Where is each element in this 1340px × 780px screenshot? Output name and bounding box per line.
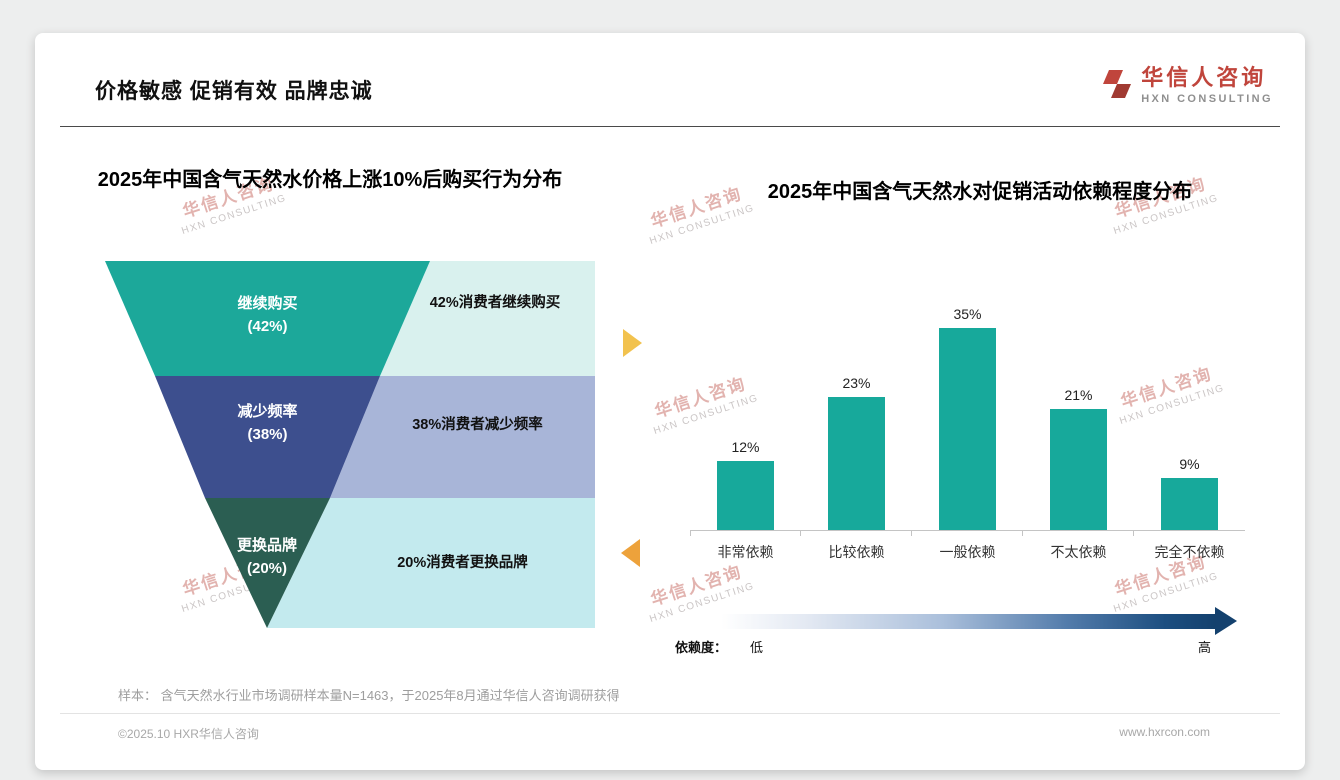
bar: [828, 397, 885, 530]
dependency-low-label: 低: [750, 640, 764, 655]
funnel-panel-2: [330, 376, 595, 498]
bar-category-label: 比较依赖: [801, 531, 912, 562]
bar-category-label: 完全不依赖: [1154, 544, 1225, 560]
dependency-gradient-arrow: [721, 607, 1237, 635]
bar-category-label: 非常依赖: [690, 531, 801, 562]
dependency-high-label: 高: [1198, 640, 1212, 655]
funnel-segment-1-label: 继续购买 (42%): [165, 293, 370, 338]
bar-value-label: 23%: [842, 375, 871, 391]
funnel-segment-3-label: 更换品牌 (20%): [167, 535, 367, 580]
funnel-label-text: 更换品牌: [236, 537, 297, 554]
company-logo: 华信人咨询 HXN CONSULTING: [1102, 67, 1273, 105]
bar-category-label: 不太依赖: [1023, 531, 1134, 562]
funnel-panel-1: [380, 261, 595, 376]
bar: [717, 461, 774, 530]
bar-chart-title: 2025年中国含气天然水对促销活动依赖程度分布: [767, 181, 1193, 203]
bar-value-label: 35%: [953, 306, 982, 322]
bars-row: 12% 23% 35% 21% 9%: [690, 281, 1245, 530]
funnel-label-pct: (20%): [246, 559, 287, 577]
connector-arrow-right-icon: [623, 329, 642, 357]
logo-subtitle: HXN CONSULTING: [1141, 93, 1273, 105]
bar: [1161, 478, 1218, 530]
connector-arrow-left-icon: [621, 539, 640, 567]
bar-value-label: 21%: [1064, 387, 1093, 403]
bar-chart: 12% 23% 35% 21% 9% 非常依赖 比较依赖 一般依赖 不太依赖 完全不依赖: [690, 281, 1245, 562]
bar: [939, 328, 996, 530]
funnel-label-pct: (38%): [247, 425, 288, 443]
funnel-label-text: 减少频率: [237, 403, 298, 420]
funnel-segment-3: [205, 498, 330, 628]
funnel-segment-2: [155, 376, 380, 498]
funnel-chart: 继续购买 (42%) 减少频率 (38%) 更换品牌 (20%) 42%消费者继…: [105, 261, 595, 628]
funnel-shapes: [105, 261, 595, 628]
bar-slot: 21%: [1023, 387, 1134, 530]
dependency-axis-label: 依赖度：: [675, 640, 728, 655]
slide-card: 华信人咨询 HXN CONSULTING 华信人咨询 HXN CONSULTING 华信…: [35, 33, 1305, 770]
bar-categories: 非常依赖 比较依赖 一般依赖 不太依赖 完全不依赖: [690, 530, 1245, 562]
funnel-segment-2-label: 减少频率 (38%): [165, 401, 370, 446]
page-title: 价格敏感 促销有效 品牌忠诚: [95, 80, 373, 103]
bar-value-label: 12%: [731, 439, 760, 455]
funnel-annotation-3: 20%消费者更换品牌: [397, 555, 528, 571]
funnel-panel-3: [267, 498, 595, 628]
bar-slot: 35%: [912, 306, 1023, 530]
footer-website: www.hxrcon.com: [1119, 725, 1210, 739]
logo-icon: [1102, 69, 1132, 104]
funnel-chart-title: 2025年中国含气天然水价格上涨10%后购买行为分布: [97, 169, 563, 191]
header-divider: [60, 126, 1280, 127]
bar-slot: 12%: [690, 439, 801, 530]
gradient-arrowhead-icon: [1215, 607, 1237, 635]
funnel-label-pct: (42%): [247, 317, 288, 335]
logo-name: 华信人咨询: [1141, 65, 1267, 90]
gradient-shaft: [721, 613, 1215, 629]
footer-copyright: ©2025.10 HXR华信人咨询: [118, 727, 259, 741]
funnel-segment-1: [105, 261, 430, 376]
sample-footnote: 样本： 含气天然水行业市场调研样本量N=1463，于2025年8月通过华信人咨询…: [118, 688, 620, 703]
funnel-label-text: 继续购买: [237, 295, 298, 312]
bar-value-label: 9%: [1179, 456, 1200, 472]
bar-slot: 9%: [1134, 456, 1245, 530]
footer-divider: [60, 713, 1280, 714]
funnel-annotation-2: 38%消费者减少频率: [412, 417, 543, 433]
bar: [1050, 409, 1107, 530]
bar-slot: 23%: [801, 375, 912, 530]
bar-category-label: 一般依赖: [912, 531, 1023, 562]
funnel-annotation-1: 42%消费者继续购买: [429, 295, 561, 311]
